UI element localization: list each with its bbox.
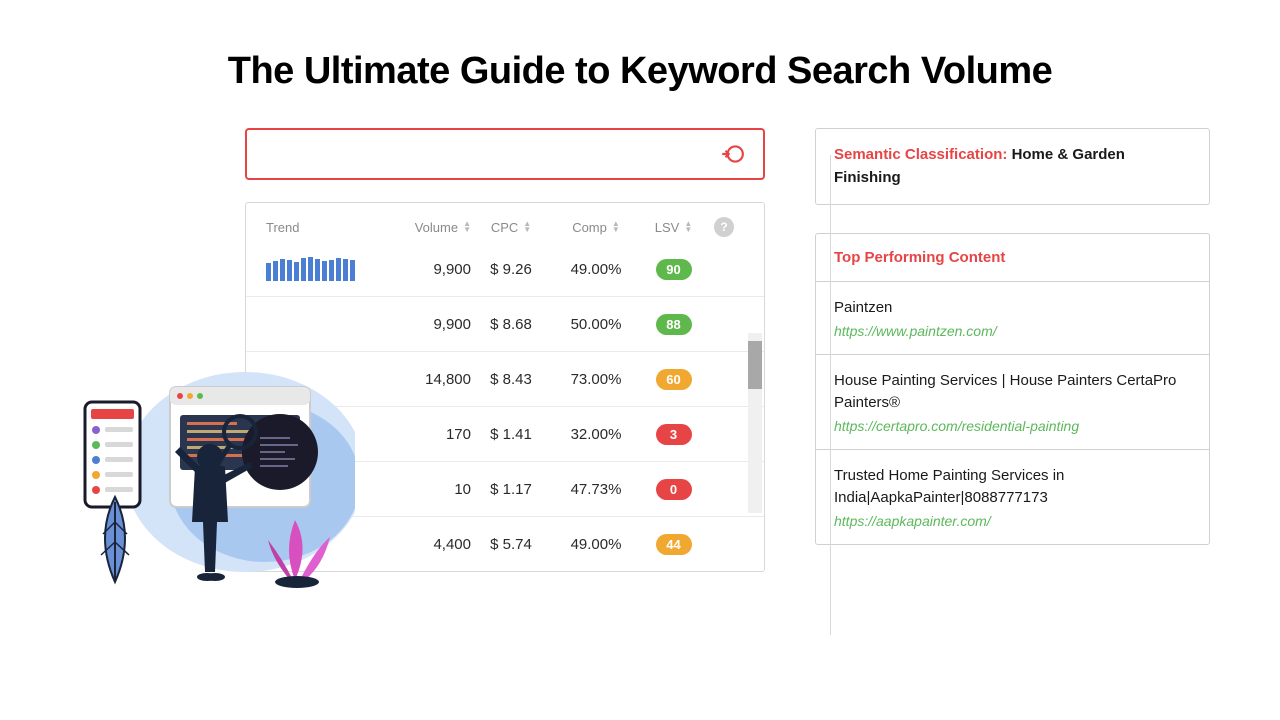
content-url[interactable]: https://certapro.com/residential-paintin… [834, 418, 1191, 434]
table-header: Trend Volume▲▼ CPC▲▼ Comp▲▼ LSV▲▼ ? [246, 203, 764, 251]
lsv-badge: 60 [656, 369, 692, 390]
col-lsv[interactable]: LSV▲▼ [641, 220, 706, 235]
cell-lsv: 44 [641, 534, 706, 555]
content-url[interactable]: https://www.paintzen.com/ [834, 323, 1191, 339]
cell-lsv: 88 [641, 314, 706, 335]
content-title: House Painting Services | House Painters… [834, 370, 1191, 415]
semantic-classification: Semantic Classification: Home & Garden F… [815, 128, 1210, 205]
semantic-label: Semantic Classification: [834, 146, 1012, 163]
col-cpc[interactable]: CPC▲▼ [471, 220, 551, 235]
sort-icon[interactable]: ▲▼ [684, 221, 692, 233]
lsv-badge: 0 [656, 479, 692, 500]
cell-volume: 9,900 [376, 261, 471, 278]
cell-cpc: $ 9.26 [471, 261, 551, 278]
cell-volume: 170 [376, 426, 471, 443]
content-title: Paintzen [834, 297, 1191, 320]
lsv-badge: 88 [656, 314, 692, 335]
decorative-illustration [65, 312, 355, 592]
cell-cpc: $ 1.17 [471, 481, 551, 498]
content-item[interactable]: Trusted Home Painting Services in India|… [816, 450, 1209, 544]
cell-lsv: 0 [641, 479, 706, 500]
lsv-badge: 3 [656, 424, 692, 445]
right-panel: Semantic Classification: Home & Garden F… [815, 128, 1210, 572]
col-comp[interactable]: Comp▲▼ [551, 220, 641, 235]
sort-icon[interactable]: ▲▼ [523, 221, 531, 233]
cell-comp: 73.00% [551, 371, 641, 388]
top-content-panel: Top Performing Content Paintzen https://w… [815, 233, 1210, 545]
cell-lsv: 3 [641, 424, 706, 445]
cell-cpc: $ 1.41 [471, 426, 551, 443]
cell-cpc: $ 8.43 [471, 371, 551, 388]
col-trend[interactable]: Trend [266, 220, 376, 235]
scrollbar[interactable] [748, 333, 762, 513]
lsv-badge: 90 [656, 259, 692, 280]
cell-volume: 4,400 [376, 536, 471, 553]
col-volume[interactable]: Volume▲▼ [376, 220, 471, 235]
cell-lsv: 90 [641, 259, 706, 280]
vertical-divider [830, 155, 831, 635]
sort-icon[interactable]: ▲▼ [463, 221, 471, 233]
left-panel: Trend Volume▲▼ CPC▲▼ Comp▲▼ LSV▲▼ ? 9,90… [245, 128, 765, 572]
cell-comp: 49.00% [551, 536, 641, 553]
help-icon[interactable]: ? [714, 217, 734, 237]
cell-comp: 50.00% [551, 316, 641, 333]
content-item[interactable]: House Painting Services | House Painters… [816, 355, 1209, 450]
cell-comp: 47.73% [551, 481, 641, 498]
enter-icon[interactable] [719, 141, 745, 167]
sort-icon[interactable]: ▲▼ [612, 221, 620, 233]
lsv-badge: 44 [656, 534, 692, 555]
cell-cpc: $ 5.74 [471, 536, 551, 553]
search-input[interactable] [245, 128, 765, 180]
trend-sparkline [266, 257, 376, 281]
cell-lsv: 60 [641, 369, 706, 390]
cell-cpc: $ 8.68 [471, 316, 551, 333]
page-title: The Ultimate Guide to Keyword Search Vol… [0, 0, 1280, 128]
top-content-header: Top Performing Content [816, 234, 1209, 282]
cell-comp: 49.00% [551, 261, 641, 278]
scrollbar-thumb[interactable] [748, 341, 762, 389]
cell-volume: 14,800 [376, 371, 471, 388]
cell-comp: 32.00% [551, 426, 641, 443]
content-item[interactable]: Paintzen https://www.paintzen.com/ [816, 282, 1209, 355]
table-row[interactable]: 9,900$ 9.2649.00% 90 [246, 251, 764, 296]
cell-volume: 10 [376, 481, 471, 498]
cell-volume: 9,900 [376, 316, 471, 333]
content-url[interactable]: https://aapkapainter.com/ [834, 513, 1191, 529]
content-title: Trusted Home Painting Services in India|… [834, 465, 1191, 510]
